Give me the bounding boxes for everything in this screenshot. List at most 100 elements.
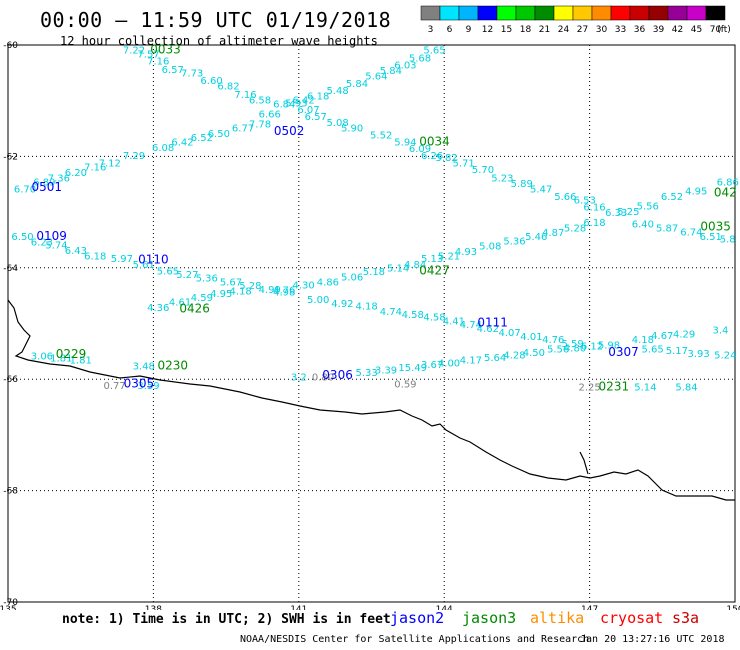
wave-height-value: 3.4 (713, 326, 729, 337)
wave-height-value: 6.40 (632, 220, 654, 231)
wave-height-value: 4.67 (651, 331, 673, 342)
scale-label: 24 (558, 25, 570, 35)
wave-height-value: 3.48 (133, 362, 155, 373)
track-time-label: 0501 (31, 180, 62, 194)
wave-height-value: 15.49 (398, 363, 427, 374)
wave-height-value: 4.17 (460, 356, 482, 367)
wave-height-map: 135 138 141 144 147 150 -60 -62 -64 -66 -68 -70 7.22… (0, 41, 740, 610)
footer-note: note: 1) Time is in UTC; 2) SWH is in fe… (62, 612, 391, 627)
wave-height-value: 7.16 (234, 90, 256, 101)
wave-height-value: 6.12 (581, 342, 603, 353)
wave-height-value: 6.89 (33, 177, 55, 188)
wave-height-value: 5.89 (511, 179, 533, 190)
lat-tick-label: -62 (3, 152, 18, 162)
satellite-name: altika (530, 609, 585, 627)
wave-height-value: 6.82 (217, 82, 239, 93)
coastline-inlet (579, 451, 589, 475)
lon-tick-label: 147 (581, 605, 598, 610)
scale-label: 45 (691, 25, 702, 35)
scale-label: 70 (710, 25, 722, 35)
scale-label: 21 (539, 25, 550, 35)
scale-label: 9 (466, 25, 472, 35)
wave-height-value: 5.90 (341, 123, 363, 134)
wave-height-value: 6.51 (700, 232, 722, 243)
lon-tick-label: 141 (290, 605, 307, 610)
wave-height-value: 1.81 (50, 353, 72, 364)
wave-height-value: 6.26 (421, 151, 443, 162)
wave-height-value: 6.86 (717, 177, 739, 188)
wave-height-value-low: 0.77 (103, 381, 125, 392)
wave-height-value: 1.81 (70, 356, 92, 367)
wave-height-value: 4.29 (673, 329, 695, 340)
wave-height-value: 6.52 (191, 133, 213, 144)
wave-height-value: 5.87 (656, 224, 678, 235)
wave-height-value: 5.17 (666, 346, 688, 357)
track-time-label: 042 (714, 186, 737, 200)
wave-height-value: 7.57 (137, 49, 159, 60)
lat-tick-label: -70 (3, 598, 18, 608)
track-time-label: 0109 (36, 229, 67, 243)
generated-timestamp: Jan 20 13:27:16 UTC 2018 (580, 634, 725, 645)
lon-tick-label: 144 (436, 605, 453, 610)
satellite-name: cryosat (600, 609, 664, 627)
wave-height-value-low: 0.59 (394, 380, 416, 391)
wave-height-value: 5.65 (641, 344, 663, 355)
scale-label: 27 (577, 25, 588, 35)
wave-height-value: 7.12 (99, 158, 121, 169)
wave-height-value: 4.93 (455, 247, 477, 258)
track-time-label: 0307 (608, 345, 639, 359)
wave-height-value: 6.18 (583, 218, 605, 229)
credit-text: NOAA/NESDIS Center for Satellite Applica… (240, 634, 590, 645)
wave-height-value: 6.84 (273, 99, 295, 110)
wave-height-value: 4.74 (460, 320, 482, 331)
lat-tick-label: -68 (3, 487, 18, 497)
wave-height-value: 5.25 (617, 207, 639, 218)
wave-height-value: 4.58 (423, 313, 445, 324)
wave-height-value: 4.18 (230, 287, 252, 298)
wave-height-value: 4.58 (402, 310, 424, 321)
wave-height-value: 5.24 (714, 351, 736, 362)
wave-height-value: 4.80 (564, 343, 586, 354)
scale-label: 15 (501, 25, 512, 35)
wave-height-value: 6.74 (680, 227, 702, 238)
wave-height-value: 4.95 (210, 289, 232, 300)
wave-height-value: 5.21 (438, 251, 460, 262)
wave-height-value: 5.84 (675, 382, 697, 393)
scale-label: 39 (653, 25, 665, 35)
scale-label: 30 (596, 25, 608, 35)
wave-height-value: 5.46 (525, 232, 547, 243)
wave-height-value: 5.08 (326, 118, 348, 129)
wave-height-value: 5.84 (346, 79, 368, 90)
wave-height-value: 4.00 (438, 358, 460, 369)
wave-height-value: 5.13 (421, 254, 443, 265)
wave-height-value: 5.18 (363, 267, 385, 278)
wave-height-value: 4.41 (443, 317, 465, 328)
wave-height-value: 5.56 (637, 201, 659, 212)
scale-label: 3 (428, 25, 434, 35)
wave-height-value-low: 0.80 (312, 372, 334, 383)
wave-height-value: 7.22 (123, 45, 145, 56)
wave-height-value: 6.57 (162, 65, 184, 76)
scale-label: 42 (672, 25, 683, 35)
wave-height-value: 3.39 (375, 366, 397, 377)
wave-height-value: 5.00 (307, 295, 329, 306)
wave-height-value: 5.67 (220, 278, 242, 289)
wave-height-value: 6.20 (65, 168, 87, 179)
wave-height-value: 4.84 (404, 260, 426, 271)
wave-height-value: 5.56 (547, 344, 569, 355)
wave-height-value: 4.92 (331, 299, 353, 310)
wave-height-value: 5.33 (356, 368, 378, 379)
track-time-label: 0035 (700, 219, 731, 233)
scale-label: 18 (520, 25, 532, 35)
wave-height-value: 4.18 (356, 302, 378, 313)
wave-height-value: 4.50 (523, 348, 545, 359)
wave-height-value: 5.66 (554, 192, 576, 203)
wave-height-value: 5.61 (133, 260, 155, 271)
wave-height-value: 3.67 (421, 360, 443, 371)
wave-height-value: 5.65 (423, 45, 445, 56)
wave-height-value: 5.82 (435, 153, 457, 164)
wave-height-value: 5.28 (239, 281, 261, 292)
scale-swatch (705, 5, 726, 21)
lon-tick-label: 135 (0, 605, 17, 610)
wave-height-value: 7.78 (249, 119, 271, 130)
